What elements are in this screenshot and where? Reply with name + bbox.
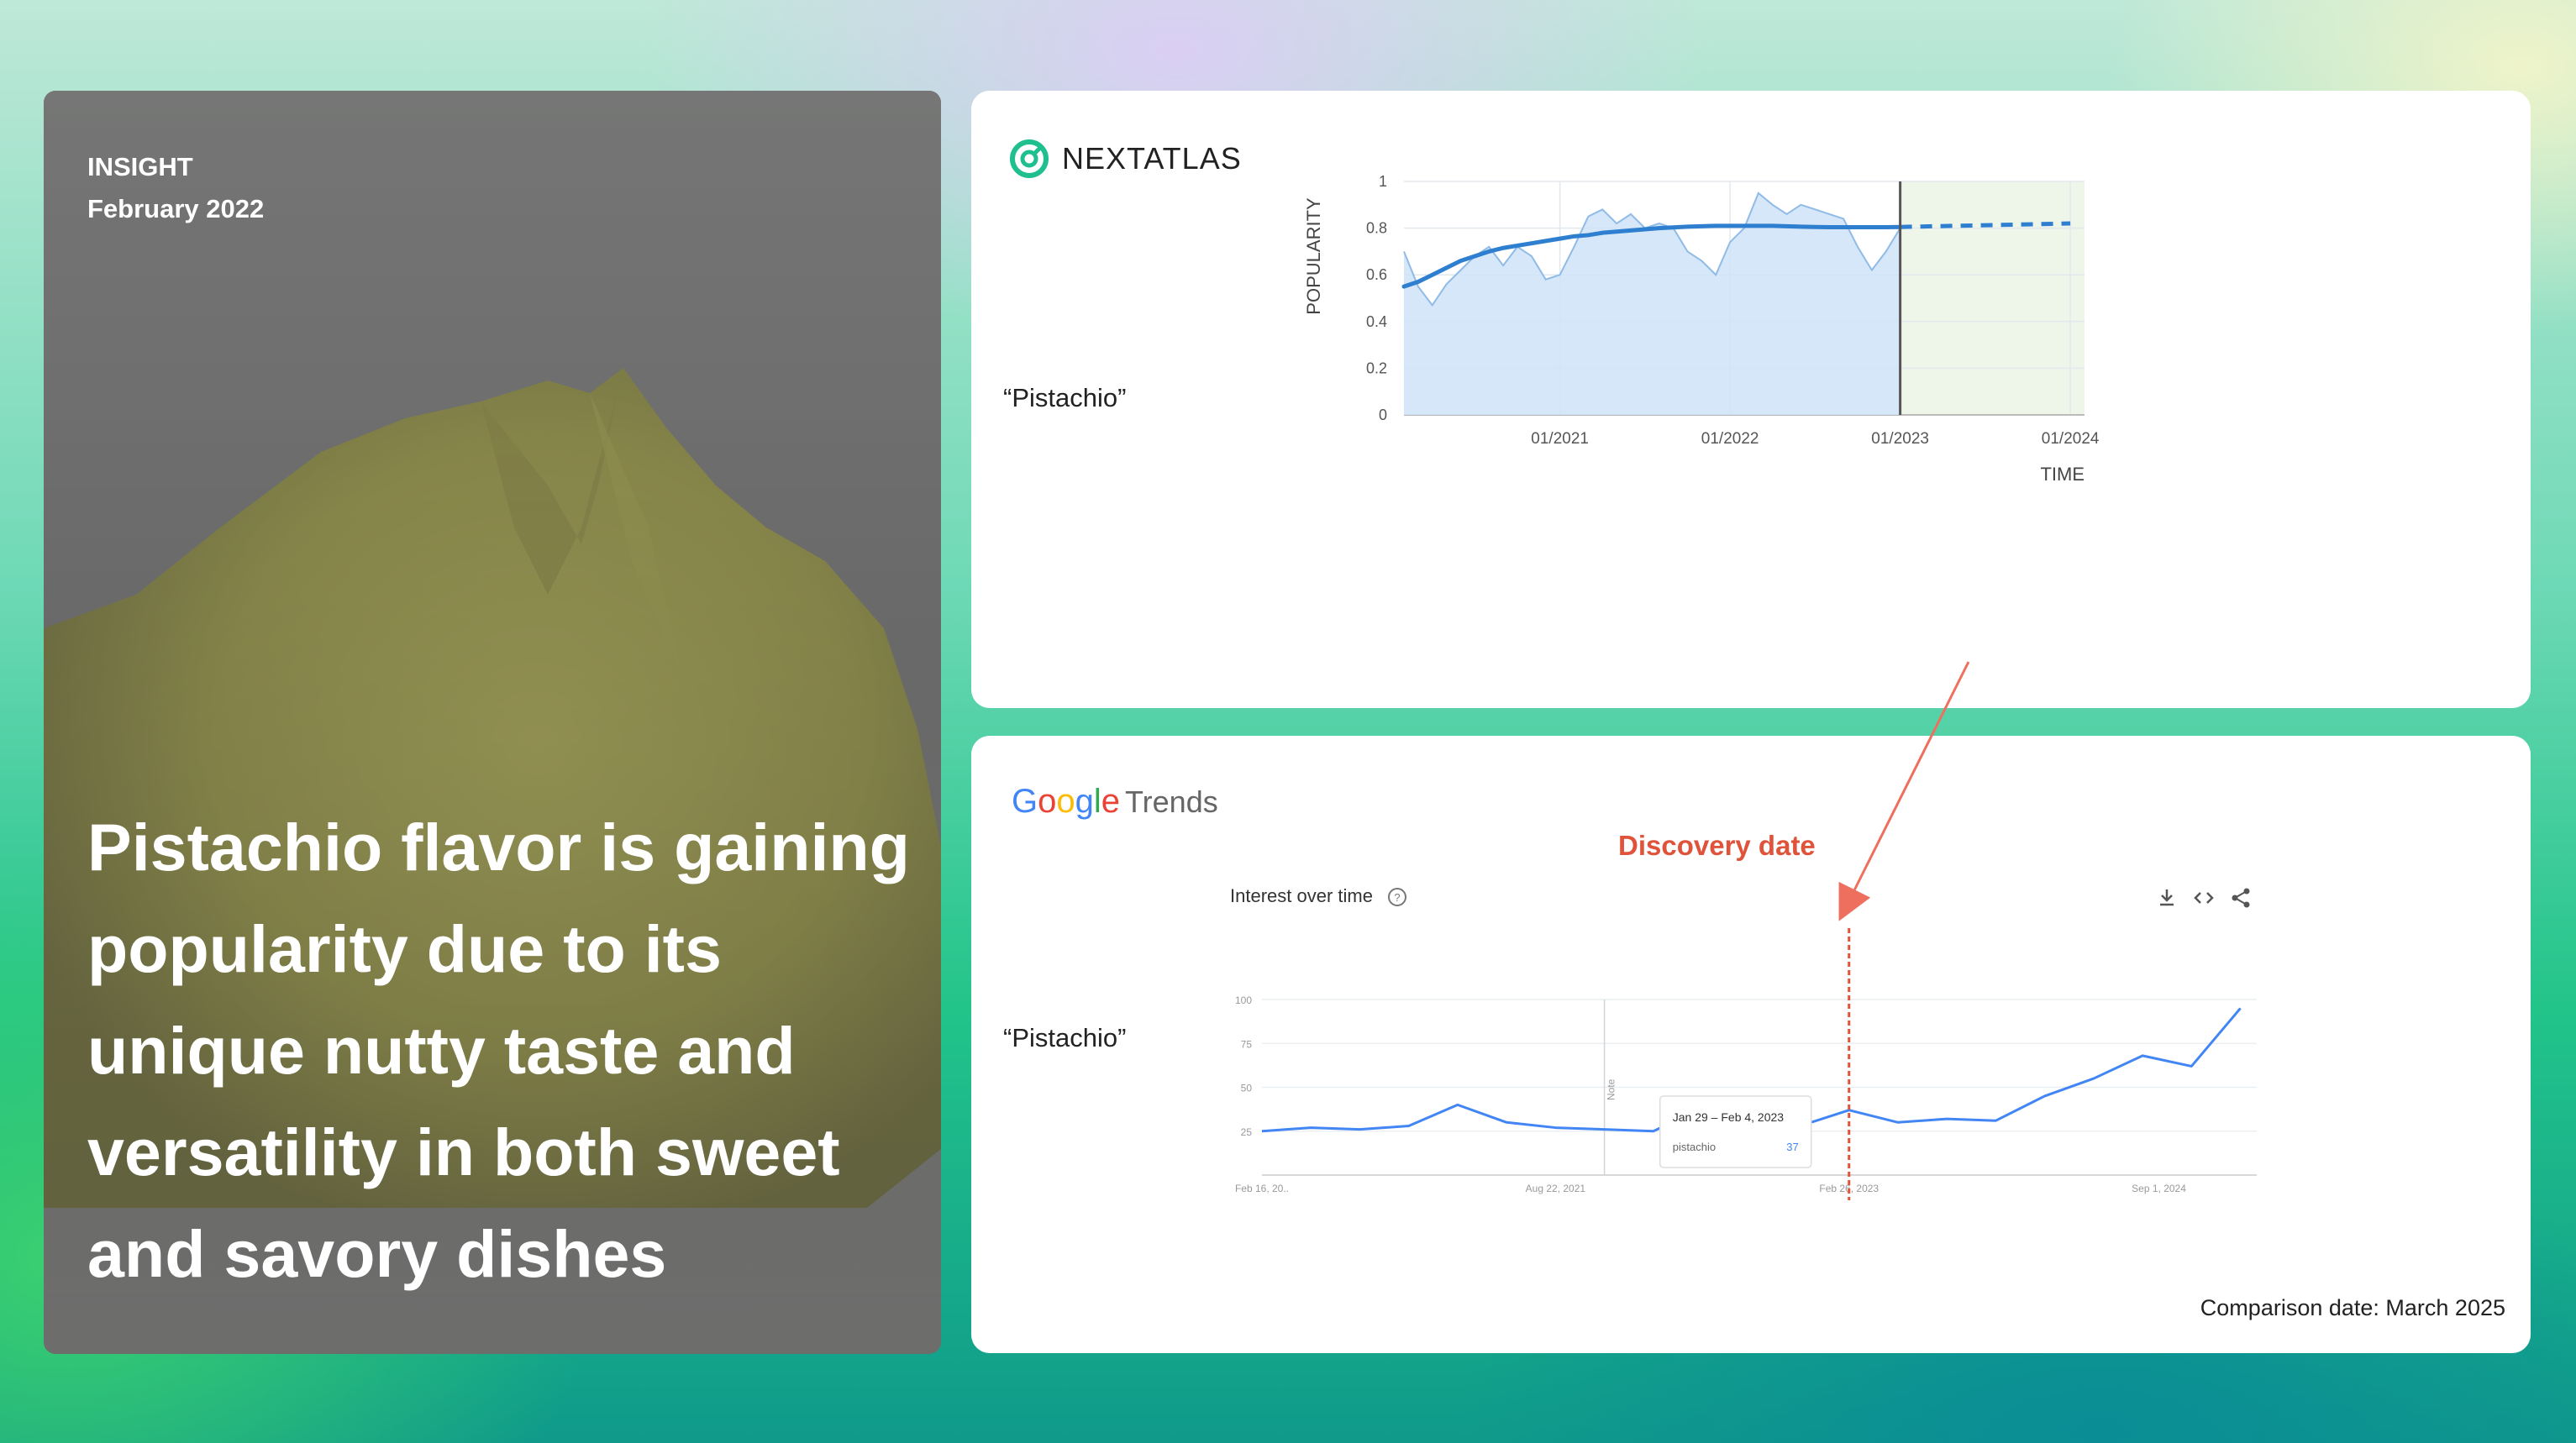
y-tick-label: 0.2	[1366, 359, 1387, 376]
nextatlas-logo-icon	[1010, 139, 1049, 178]
trends-wordmark: Trends	[1125, 784, 1218, 819]
svg-text:?: ?	[1394, 891, 1400, 904]
y-tick-label: 25	[1241, 1126, 1253, 1138]
x-tick-label: 01/2023	[1871, 430, 1929, 448]
y-tick-label: 50	[1241, 1083, 1253, 1094]
interest-over-time-title: Interest over time	[1230, 885, 1373, 906]
nextatlas-query-label: “Pistachio”	[1003, 383, 1127, 412]
share-icon[interactable]	[2228, 885, 2253, 910]
google-letter: g	[1075, 783, 1094, 820]
google-letter: e	[1101, 783, 1121, 820]
headline: Pistachio flavor is gaining popularity d…	[87, 810, 910, 1291]
trend-line	[1401, 223, 1903, 289]
y-axis-label: POPULARITY	[1303, 197, 1324, 315]
nextatlas-chart-card: NEXTATLAS “Pistachio” 1 0.8 0.6 0.4 0.2 0 01/2…	[971, 91, 2531, 708]
y-tick-label: 75	[1241, 1038, 1253, 1050]
nextatlas-brand: NEXTATLAS	[1062, 141, 1242, 176]
download-icon[interactable]	[2154, 885, 2179, 910]
tooltip-term: pistachio	[1673, 1141, 1716, 1153]
google-wordmark: Google	[1012, 783, 1120, 820]
y-tick-label: 0.4	[1366, 313, 1387, 330]
embed-icon[interactable]	[2191, 885, 2216, 910]
popularity-chart: 1 0.8 0.6 0.4 0.2 0 01/2021 01/2022 01/2023 01/20…	[1303, 173, 2100, 485]
insight-hero-card: INSIGHT February 2022 Pistachio flavor i…	[44, 91, 941, 1354]
google-letter: l	[1093, 783, 1101, 820]
x-tick-label: 01/2022	[1701, 430, 1759, 448]
forecast-region	[1900, 181, 2084, 415]
google-letter: G	[1012, 783, 1038, 820]
popularity-line	[1403, 192, 1901, 307]
x-tick-label: Aug 22, 2021	[1526, 1183, 1586, 1194]
comparison-date: Comparison date: March 2025	[2200, 1295, 2505, 1320]
tooltip: Jan 29 – Feb 4, 2023 pistachio 37	[1659, 1095, 1812, 1168]
x-axis-label: TIME	[2040, 464, 2084, 485]
y-tick-label: 0.6	[1366, 266, 1387, 283]
popularity-area	[1404, 192, 1900, 415]
insight-tag: INSIGHT	[87, 152, 193, 181]
y-tick-label: 1	[1379, 173, 1387, 190]
tooltip-box	[1659, 1095, 1812, 1168]
insight-date: February 2022	[87, 194, 265, 223]
help-circle-icon[interactable]: ?	[1386, 886, 1408, 908]
tooltip-value: 37	[1786, 1141, 1798, 1153]
trends-query-label: “Pistachio”	[1003, 1023, 1127, 1052]
forecast-line	[1900, 221, 2071, 229]
pistachio-cake-image	[44, 91, 941, 1354]
google-trends-logo: Google Trends	[1012, 783, 1218, 821]
note-label: Note	[1606, 1078, 1617, 1100]
x-tick-label: Feb 16, 20..	[1235, 1183, 1289, 1194]
google-trends-card: Google Trends Discovery date “Pistachio” …	[971, 736, 2531, 1353]
google-letter: o	[1038, 783, 1057, 820]
x-tick-label: Sep 1, 2024	[2132, 1183, 2186, 1194]
x-tick-label: 01/2024	[2042, 430, 2100, 448]
tooltip-range: Jan 29 – Feb 4, 2023	[1673, 1110, 1785, 1124]
google-letter: o	[1056, 783, 1075, 820]
discovery-date-label: Discovery date	[1618, 830, 1816, 861]
y-tick-label: 100	[1235, 994, 1252, 1006]
nextatlas-logo: NEXTATLAS	[1008, 138, 1242, 180]
y-tick-label: 0	[1379, 407, 1387, 423]
y-tick-label: 0.8	[1366, 220, 1387, 237]
x-tick-label: 01/2021	[1531, 430, 1589, 448]
